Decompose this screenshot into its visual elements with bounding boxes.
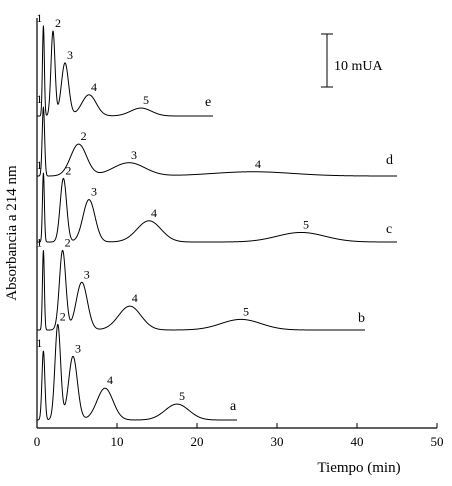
peak-label-e-4: 4	[91, 80, 97, 94]
peak-label-a-1: 1	[36, 336, 42, 350]
y-axis-title: Absorbancia a 214 nm	[4, 165, 20, 301]
series-label-b: b	[358, 311, 365, 326]
peak-label-d-1: 1	[36, 92, 42, 106]
series-line-a	[36, 323, 238, 421]
chart-axes: 0 10 20 30 40 50 Tiempo (min) Absorbancia a 214…	[4, 18, 444, 476]
x-tick-label: 40	[351, 434, 364, 449]
x-tick-label: 20	[191, 434, 204, 449]
series-label-a: a	[230, 399, 237, 414]
peak-label-a-5: 5	[179, 389, 185, 403]
peak-label-a-4: 4	[107, 373, 113, 387]
peak-label-c-2: 2	[65, 163, 71, 177]
series-line-d	[36, 106, 398, 177]
x-tick-label: 0	[34, 434, 41, 449]
peak-label-e-2: 2	[55, 16, 61, 30]
series-line-e	[36, 25, 214, 117]
peak-label-b-5: 5	[243, 304, 249, 318]
peak-label-a-2: 2	[60, 310, 66, 324]
scale-bar-label: 10 mUA	[334, 59, 384, 74]
x-tick-label: 50	[431, 434, 444, 449]
peak-label-c-4: 4	[151, 206, 157, 220]
chart-series	[36, 25, 398, 421]
x-axis-title: Tiempo (min)	[317, 460, 400, 476]
scale-bar-group: 10 mUA	[321, 33, 384, 88]
peak-label-b-4: 4	[132, 291, 138, 305]
peak-label-b-2: 2	[65, 236, 71, 250]
peak-label-d-4: 4	[255, 157, 261, 171]
x-tick-label: 30	[271, 434, 284, 449]
series-line-b	[36, 249, 366, 331]
peak-label-b-3: 3	[84, 267, 90, 281]
peak-label-e-5: 5	[143, 93, 149, 107]
peak-label-e-1: 1	[36, 11, 42, 25]
peak-label-d-2: 2	[81, 129, 87, 143]
peak-label-c-1: 1	[36, 158, 42, 172]
peak-label-c-3: 3	[91, 185, 97, 199]
series-label-d: d	[386, 153, 393, 168]
peak-label-e-3: 3	[67, 48, 73, 62]
series-line-c	[36, 172, 398, 243]
peak-label-c-5: 5	[303, 217, 309, 231]
x-tick-label: 10	[111, 434, 124, 449]
series-label-e: e	[205, 95, 211, 110]
peak-label-d-3: 3	[131, 148, 137, 162]
peak-label-b-1: 1	[36, 236, 42, 250]
series-label-c: c	[386, 222, 392, 237]
peak-label-a-3: 3	[75, 341, 81, 355]
